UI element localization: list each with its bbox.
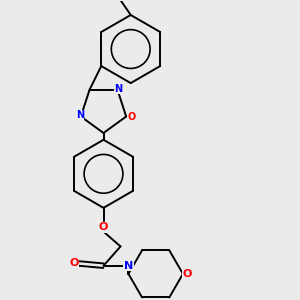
Text: O: O (69, 258, 79, 268)
Text: N: N (76, 110, 84, 120)
Text: O: O (183, 269, 192, 279)
Text: O: O (128, 112, 136, 122)
Text: N: N (115, 84, 123, 94)
Text: N: N (124, 261, 133, 271)
Text: O: O (99, 222, 108, 232)
